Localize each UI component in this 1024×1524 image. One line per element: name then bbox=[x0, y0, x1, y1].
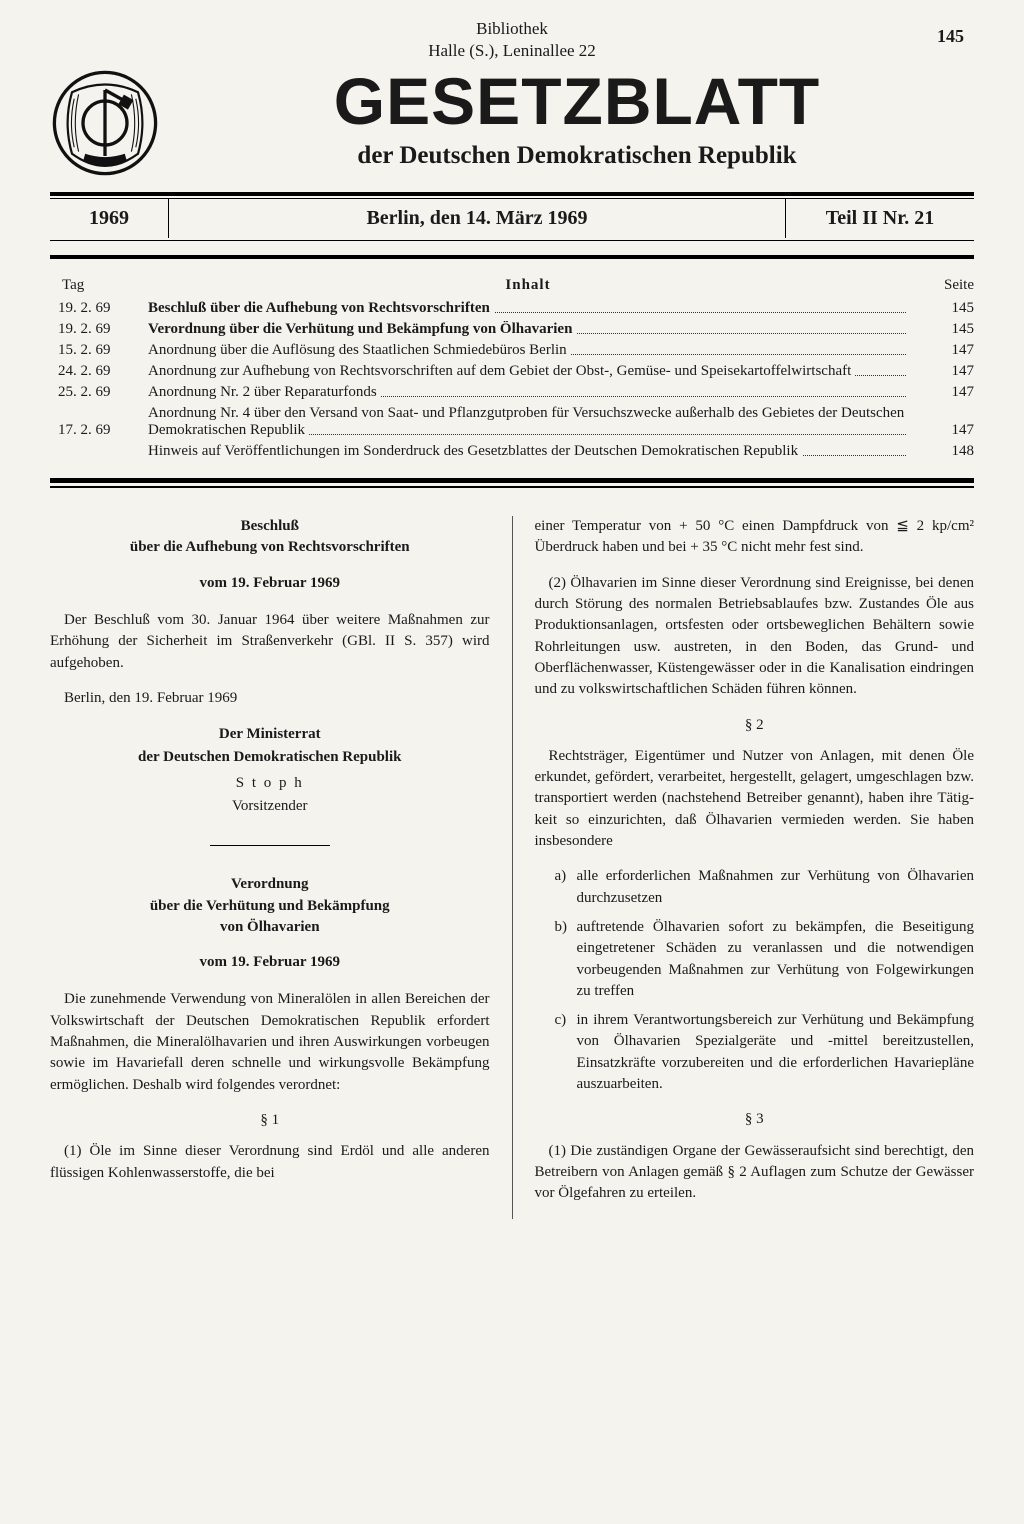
toc-row-page: 147 bbox=[914, 422, 974, 439]
library-line1: Bibliothek bbox=[50, 18, 974, 40]
article2-date: vom 19. Februar 1969 bbox=[50, 952, 490, 973]
toc-head: Tag Inhalt Seite bbox=[50, 277, 974, 294]
column-left: Beschluß über die Aufhebung von Rechtsvo… bbox=[50, 516, 513, 1218]
toc-row-tag: 19. 2. 69 bbox=[50, 300, 140, 317]
toc-row-title: Beschluß über die Aufhebung von Rechtsvo… bbox=[148, 300, 906, 317]
toc-row-tag: 17. 2. 69 bbox=[50, 422, 140, 439]
section-3-label: § 3 bbox=[535, 1109, 975, 1130]
library-label: Bibliothek Halle (S.), Leninallee 22 bbox=[50, 18, 974, 62]
article1-title-l1: Beschluß bbox=[241, 518, 299, 534]
toc-row-tag: 15. 2. 69 bbox=[50, 342, 140, 359]
section-2-list: a) alle erforderlichen Maßnahmen zur Verh… bbox=[535, 866, 975, 1095]
rule bbox=[50, 240, 974, 241]
list-item: c) in ihrem Verantwortungsbereich zur Ver… bbox=[555, 1010, 975, 1095]
ddr-emblem-icon bbox=[50, 68, 160, 178]
signer-role: Vorsitzender bbox=[50, 795, 490, 818]
title-sub: der Deutschen Demokratischen Republik bbox=[180, 142, 974, 170]
article2-title-l2: über die Verhütung und Bekämpfung bbox=[150, 898, 390, 914]
title-main: GESETZBLATT bbox=[180, 68, 974, 134]
article1-place: Berlin, den 19. Februar 1969 bbox=[50, 688, 490, 709]
list-item-text: in ihrem Verantwortungsbereich zur Verhü… bbox=[577, 1012, 975, 1092]
toc-row-title: Anordnung zur Aufhebung von Rechtsvorsch… bbox=[148, 363, 906, 380]
rule bbox=[50, 255, 974, 259]
toc-row-title: Anordnung über die Auflösung des Staatli… bbox=[148, 342, 906, 359]
article1-p1: Der Beschluß vom 30. Januar 1964 über we… bbox=[50, 610, 490, 674]
section-1-p2: (2) Ölhavarien im Sinne dieser Verordnun… bbox=[535, 573, 975, 701]
article2-title: Verordnung über die Verhütung und Bekämp… bbox=[68, 874, 472, 938]
list-item-label: c) bbox=[555, 1010, 567, 1031]
toc-row: 15. 2. 69 Anordnung über die Auflösung de… bbox=[50, 342, 974, 359]
page: Bibliothek Halle (S.), Leninallee 22 145… bbox=[0, 0, 1024, 1524]
article2-title-l1: Verordnung bbox=[231, 876, 309, 892]
article2-title-l3: von Ölhavarien bbox=[220, 919, 320, 935]
issue-part: Teil II Nr. 21 bbox=[786, 199, 974, 238]
section-2-label: § 2 bbox=[535, 715, 975, 736]
list-item-text: alle erforderlichen Maßnahmen zur Verhüt… bbox=[577, 868, 975, 905]
issue-year: 1969 bbox=[50, 199, 169, 238]
toc-row-page: 147 bbox=[914, 342, 974, 359]
masthead: GESETZBLATT der Deutschen Demokratischen… bbox=[50, 68, 974, 178]
toc-row: 17. 2. 69 Anordnung Nr. 4 über den Versan… bbox=[50, 405, 974, 439]
list-item: b) auftretende Ölhavarien sofort zu bekäm… bbox=[555, 917, 975, 1002]
toc-row-tag: 19. 2. 69 bbox=[50, 321, 140, 338]
toc-row-page: 145 bbox=[914, 300, 974, 317]
toc-head-seite: Seite bbox=[904, 277, 974, 294]
toc-row-title: Verordnung über die Verhütung und Bekämp… bbox=[148, 321, 906, 338]
toc-head-tag: Tag bbox=[50, 277, 152, 294]
list-item: a) alle erforderlichen Maßnahmen zur Verh… bbox=[555, 866, 975, 909]
toc-row-tag: 25. 2. 69 bbox=[50, 384, 140, 401]
section-1-p1-cont: einer Temperatur von + 50 °C einen Dampf… bbox=[535, 516, 975, 559]
list-item-text: auftretende Ölhavarien sofort zu bekämpf… bbox=[577, 919, 975, 999]
article1-title: Beschluß über die Aufhebung von Rechtsvo… bbox=[68, 516, 472, 559]
column-right: einer Temperatur von + 50 °C einen Dampf… bbox=[513, 516, 975, 1218]
section-1-p1: (1) Öle im Sinne dieser Verordnung sind … bbox=[50, 1141, 490, 1184]
double-rule bbox=[50, 478, 974, 488]
separator bbox=[210, 845, 330, 846]
toc-row-page: 147 bbox=[914, 384, 974, 401]
rule bbox=[50, 192, 974, 196]
article2-preamble: Die zunehmende Verwendung von Mineralöle… bbox=[50, 989, 490, 1095]
toc-row-title: Hinweis auf Veröffentlichungen im Sonder… bbox=[148, 443, 906, 460]
toc: Tag Inhalt Seite 19. 2. 69 Beschluß über … bbox=[50, 277, 974, 460]
toc-row: 25. 2. 69 Anordnung Nr. 2 über Reparaturf… bbox=[50, 384, 974, 401]
toc-row-page: 147 bbox=[914, 363, 974, 380]
page-number: 145 bbox=[937, 26, 964, 47]
section-1-label: § 1 bbox=[50, 1110, 490, 1131]
masthead-text: GESETZBLATT der Deutschen Demokratischen… bbox=[180, 68, 974, 170]
signer-l2: der Deutschen Demokratischen Republik bbox=[50, 746, 490, 769]
library-line2: Halle (S.), Leninallee 22 bbox=[50, 40, 974, 62]
toc-row: 24. 2. 69 Anordnung zur Aufhebung von Rec… bbox=[50, 363, 974, 380]
toc-row-title: Anordnung Nr. 4 über den Versand von Saa… bbox=[148, 405, 906, 439]
toc-row: 19. 2. 69 Beschluß über die Aufhebung von… bbox=[50, 300, 974, 317]
signer-name: S t o p h bbox=[50, 772, 490, 795]
toc-row: Hinweis auf Veröffentlichungen im Sonder… bbox=[50, 443, 974, 460]
issue-place: Berlin, den 14. März 1969 bbox=[169, 199, 786, 238]
list-item-label: a) bbox=[555, 866, 567, 887]
toc-row-tag: 24. 2. 69 bbox=[50, 363, 140, 380]
toc-row-title: Anordnung Nr. 2 über Reparaturfonds bbox=[148, 384, 906, 401]
toc-row: 19. 2. 69 Verordnung über die Verhütung u… bbox=[50, 321, 974, 338]
toc-rows: 19. 2. 69 Beschluß über die Aufhebung von… bbox=[50, 300, 974, 460]
issue-bar: 1969 Berlin, den 14. März 1969 Teil II N… bbox=[50, 199, 974, 238]
signer-l1: Der Ministerrat bbox=[50, 723, 490, 746]
section-2-intro: Rechtsträger, Eigentümer und Nutzer von … bbox=[535, 746, 975, 852]
article1-signature: Der Ministerrat der Deutschen Demokratis… bbox=[50, 723, 490, 817]
section-3-p1: (1) Die zuständigen Organe der Gewässera… bbox=[535, 1141, 975, 1205]
list-item-label: b) bbox=[555, 917, 568, 938]
article1-date: vom 19. Februar 1969 bbox=[50, 573, 490, 594]
body-columns: Beschluß über die Aufhebung von Rechtsvo… bbox=[50, 516, 974, 1218]
toc-head-title: Inhalt bbox=[152, 277, 904, 294]
article1-title-l2: über die Aufhebung von Rechtsvorschrifte… bbox=[130, 539, 410, 555]
toc-row-page: 148 bbox=[914, 443, 974, 460]
toc-row-page: 145 bbox=[914, 321, 974, 338]
